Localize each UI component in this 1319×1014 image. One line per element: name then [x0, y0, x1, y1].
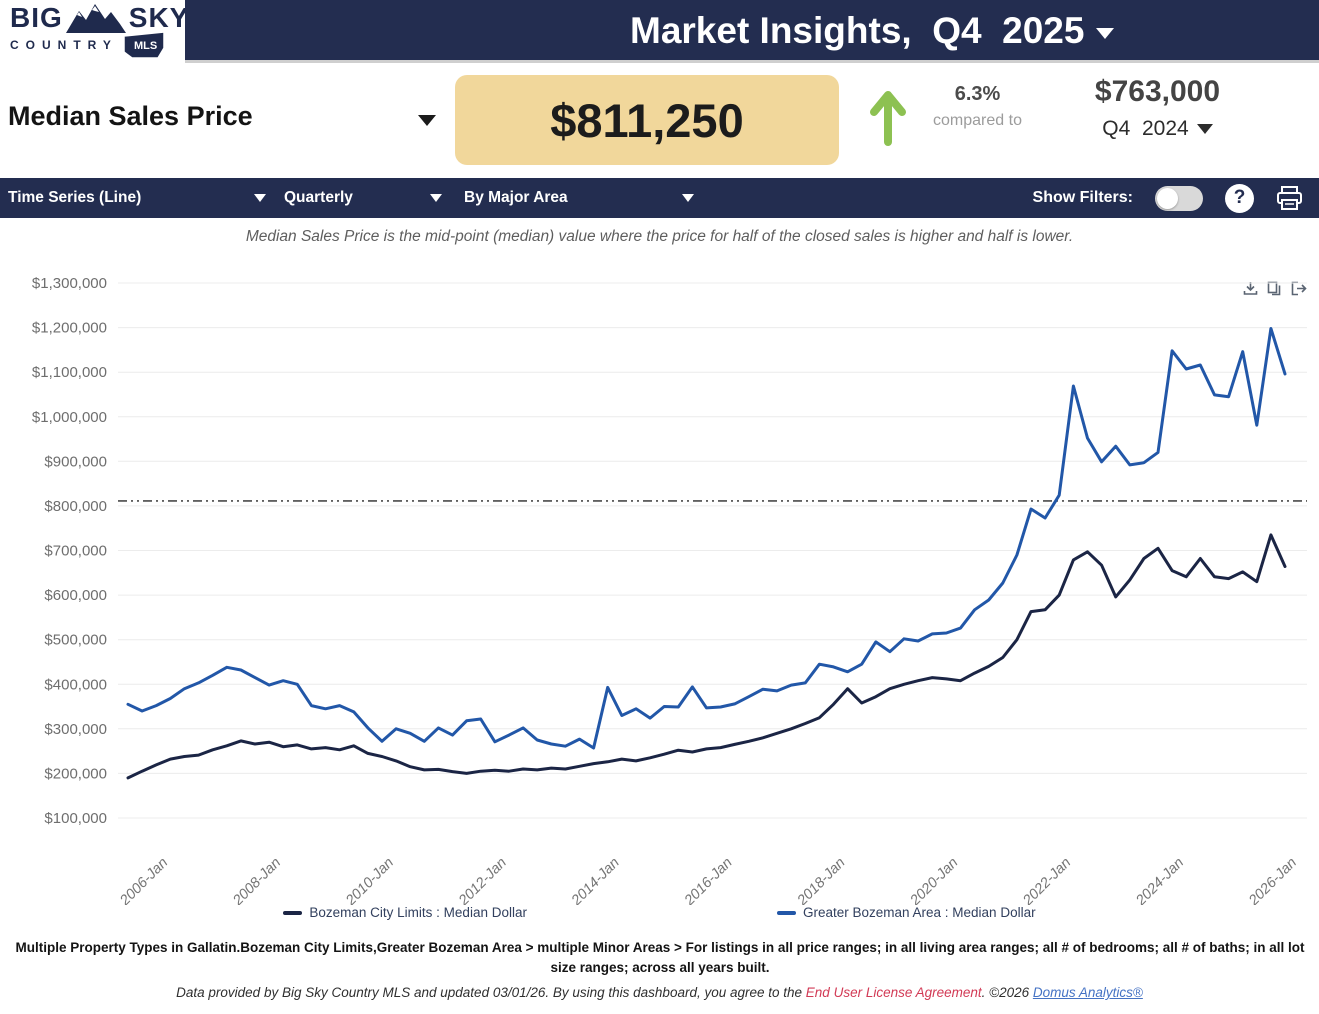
price-chart: $1,300,000 $1,200,000 $1,100,000 $1,000,000… [0, 250, 1319, 910]
y-axis-label: $300,000 [44, 721, 107, 738]
domus-analytics-link[interactable]: Domus Analytics® [1032, 985, 1143, 1000]
y-axis-label: $1,000,000 [32, 409, 107, 426]
chart-type-dropdown[interactable]: Time Series (Line) [8, 189, 266, 207]
eula-link[interactable]: End User License Agreement [805, 985, 982, 1000]
y-axis-label: $400,000 [44, 676, 107, 693]
comparison-block: $763,000 Q4 2024 [1075, 75, 1240, 141]
metric-dropdown-caret-icon[interactable] [418, 115, 436, 126]
x-axis-label: 2014-Jan [568, 855, 623, 905]
stat-row: Median Sales Price $811,250 6.3% compare… [0, 63, 1319, 178]
legend-swatch-blue [776, 910, 796, 915]
logo-word-sky: SKY [128, 2, 190, 33]
y-axis-label: $1,200,000 [32, 320, 107, 337]
change-percent-block: 6.3% compared to [915, 83, 1040, 130]
y-axis-label: $800,000 [44, 498, 107, 515]
current-value: $811,250 [550, 93, 744, 147]
page-title[interactable]: Market Insights, Q4 2025 [630, 10, 1115, 52]
change-percent: 6.3% [954, 83, 1001, 105]
series-line-0 [126, 533, 1287, 780]
grouping-caret-icon [682, 194, 694, 202]
y-axis-label: $700,000 [44, 543, 107, 560]
title-bar: Market Insights, Q4 2025 [185, 0, 1319, 63]
printer-icon [1277, 185, 1302, 210]
print-button[interactable] [1276, 185, 1303, 211]
logo-badge-text: MLS [134, 40, 157, 52]
toggle-knob [1157, 187, 1178, 209]
mls-montana-badge: MLS [123, 31, 165, 59]
x-axis-label: 2024-Jan [1132, 855, 1187, 905]
y-axis-label: $500,000 [44, 632, 107, 649]
data-source-note: Data provided by Big Sky Country MLS and… [176, 985, 1143, 1000]
title-period-caret-icon[interactable] [1096, 27, 1115, 39]
series-line-1 [126, 327, 1287, 750]
y-axis-label: $900,000 [44, 453, 107, 470]
comparison-period-dropdown[interactable]: Q4 2024 [1075, 117, 1240, 141]
y-axis-label: $100,000 [44, 810, 107, 827]
frequency-caret-icon [430, 194, 442, 202]
comparison-value: $763,000 [1094, 75, 1221, 108]
y-axis-label: $1,100,000 [32, 364, 107, 381]
y-axis-label: $600,000 [44, 587, 107, 604]
frequency-dropdown[interactable]: Quarterly [284, 189, 442, 207]
y-axis-label: $200,000 [44, 765, 107, 782]
show-filters-toggle[interactable] [1155, 185, 1203, 211]
big-sky-country-mls-logo: BIG SKY COUNTRY MLS [10, 2, 225, 62]
chart-svg: $1,300,000 $1,200,000 $1,100,000 $1,000,000… [32, 275, 1307, 910]
x-axis-label: 2006-Jan [116, 855, 171, 905]
legend-item-greater-bozeman-area[interactable]: Greater Bozeman Area : Median Dollar [776, 905, 1036, 920]
chart-subtitle: Median Sales Price is the mid-point (med… [245, 228, 1074, 245]
y-axis-label: $1,300,000 [32, 275, 107, 292]
help-button[interactable]: ? [1225, 183, 1254, 213]
filters-disclaimer: Multiple Property Types in Gallatin.Boze… [15, 940, 1305, 975]
show-filters-label: Show Filters: [1032, 189, 1133, 206]
x-axis-label: 2026-Jan [1245, 855, 1300, 905]
x-axis-label: 2022-Jan [1019, 855, 1074, 905]
current-value-box: $811,250 [455, 75, 839, 165]
mountains-icon [65, 4, 126, 33]
chart-type-caret-icon [254, 194, 266, 202]
change-percent-subtext: compared to [933, 112, 1022, 129]
trend-up-arrow-icon [870, 91, 906, 146]
x-axis-label: 2020-Jan [907, 855, 962, 905]
legend-swatch-navy [283, 910, 303, 915]
filter-bar: Time Series (Line) Quarterly By Major Ar… [0, 178, 1319, 218]
logo-word-big: BIG [10, 2, 63, 33]
logo-word-country: COUNTRY [10, 38, 118, 52]
metric-dropdown[interactable]: Median Sales Price [8, 101, 253, 131]
x-axis-label: 2016-Jan [681, 855, 736, 905]
chart-legend: Bozeman City Limits : Median Dollar Grea… [0, 905, 1319, 920]
legend-item-bozeman-city-limits[interactable]: Bozeman City Limits : Median Dollar [283, 905, 527, 920]
x-axis-label: 2008-Jan [229, 855, 284, 905]
question-mark-icon: ? [1233, 187, 1246, 208]
x-axis-label: 2018-Jan [794, 855, 849, 905]
x-axis-label: 2010-Jan [342, 855, 397, 905]
x-axis-label: 2012-Jan [455, 855, 510, 905]
comparison-period-caret-icon[interactable] [1196, 124, 1213, 135]
grouping-dropdown[interactable]: By Major Area [464, 189, 694, 207]
top-header: BIG SKY COUNTRY MLS Market Insights, Q4 … [0, 0, 1319, 63]
